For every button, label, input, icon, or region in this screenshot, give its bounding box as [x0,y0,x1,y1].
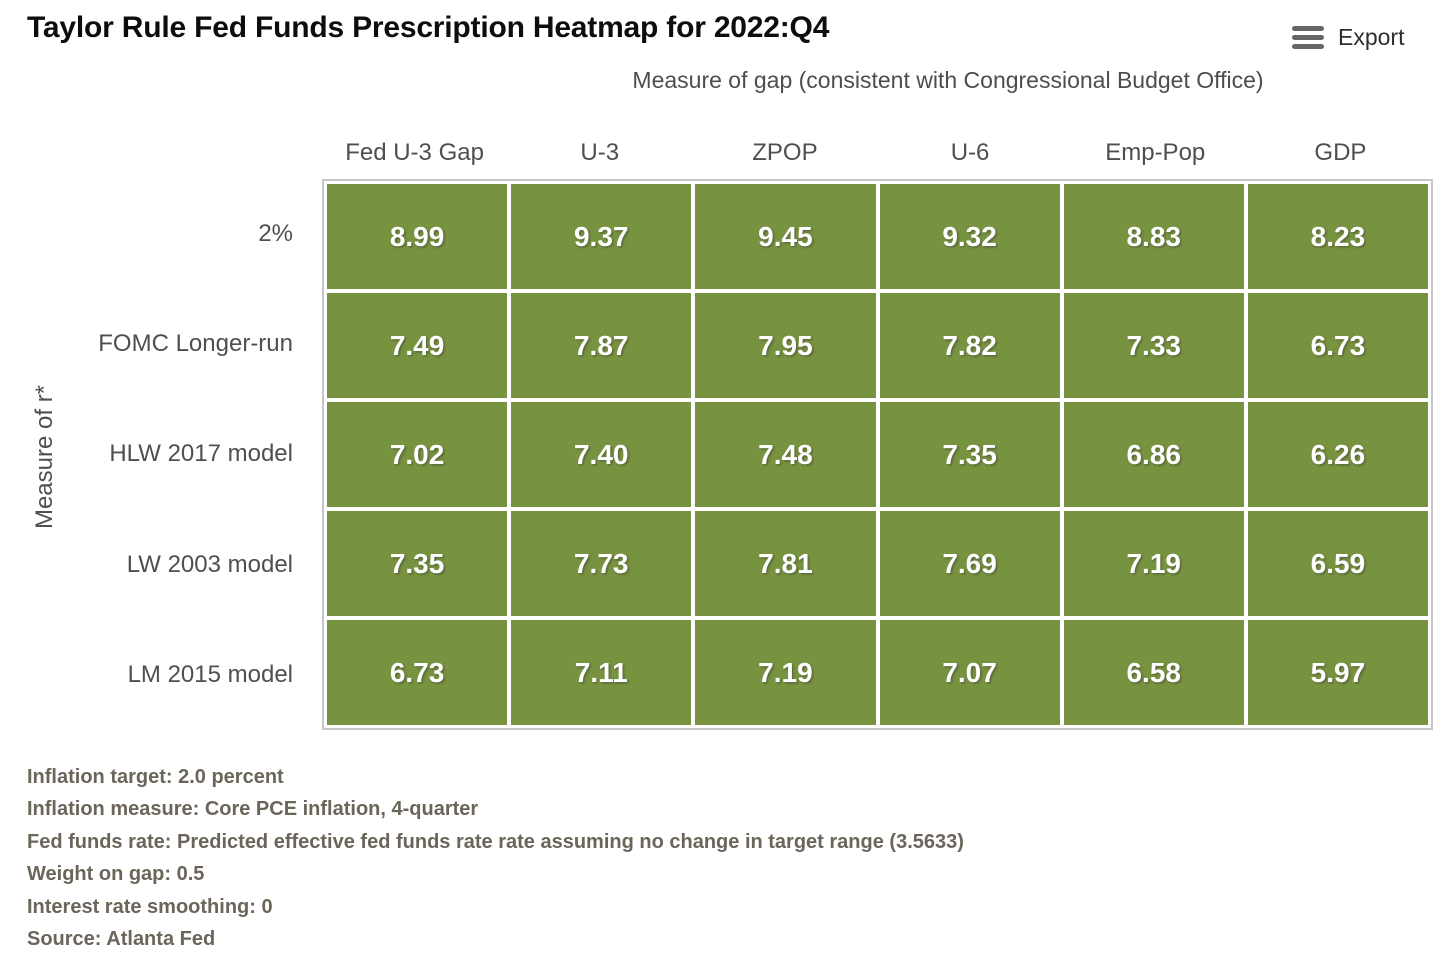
heatmap-cell[interactable]: 7.19 [695,620,876,725]
column-header: ZPOP [752,139,818,166]
heatmap-cell[interactable]: 6.86 [1063,402,1244,507]
footnote-fed-funds-rate: Fed funds rate: Predicted effective fed … [27,830,964,853]
row-label: FOMC Longer-run [98,330,293,358]
row-label: 2% [258,220,293,248]
heatmap-cell[interactable]: 5.97 [1247,620,1428,725]
column-header: GDP [1314,139,1367,166]
heatmap-cell[interactable]: 7.95 [695,293,876,398]
heatmap-cell[interactable]: 9.32 [879,184,1060,289]
heatmap-cell[interactable]: 9.37 [511,184,692,289]
footnote-weight-on-gap: Weight on gap: 0.5 [27,863,205,886]
heatmap-cell[interactable]: 6.58 [1063,620,1244,725]
heatmap-cell[interactable]: 7.35 [327,511,508,616]
heatmap-cell[interactable]: 7.49 [327,293,508,398]
heatmap-cell[interactable]: 9.45 [695,184,876,289]
heatmap-cell[interactable]: 7.35 [879,402,1060,507]
column-header: Emp-Pop [1105,139,1206,166]
heatmap-cell[interactable]: 7.81 [695,511,876,616]
footnote-inflation-measure: Inflation measure: Core PCE inflation, 4… [27,798,479,821]
row-label: HLW 2017 model [109,440,293,468]
column-header: U-3 [580,139,620,166]
heatmap-cell[interactable]: 7.19 [1063,511,1244,616]
heatmap-cell[interactable]: 6.73 [327,620,508,725]
footnote-interest-rate-smoothing: Interest rate smoothing: 0 [27,895,273,918]
heatmap-cell[interactable]: 7.69 [879,511,1060,616]
heatmap-cell[interactable]: 7.48 [695,402,876,507]
row-labels: 2% FOMC Longer-run HLW 2017 model LW 2003 m… [0,179,293,730]
y-axis-title: Measure of r* [31,384,58,530]
heatmap-cell[interactable]: 7.82 [879,293,1060,398]
x-axis-title: Measure of gap (consistent with Congress… [632,67,1264,93]
export-button[interactable]: Export [1292,24,1404,51]
export-button-label: Export [1338,24,1405,50]
heatmap-cell[interactable]: 8.83 [1063,184,1244,289]
footnote-source: Source: Atlanta Fed [27,928,216,951]
column-header: U-6 [950,139,990,166]
page-title: Taylor Rule Fed Funds Prescription Heatm… [27,11,830,44]
column-headers: Fed U-3 Gap U-3 ZPOP U-6 Emp-Pop GDP [322,132,1433,174]
heatmap-cell[interactable]: 7.87 [511,293,692,398]
heatmap-cell[interactable]: 7.40 [511,402,692,507]
heatmap-cell[interactable]: 7.33 [1063,293,1244,398]
heatmap-grid: 8.99 9.37 9.45 9.32 8.83 8.23 7.49 7.87 7.95 7.82… [322,179,1433,730]
heatmap-cell[interactable]: 6.59 [1247,511,1428,616]
footnote-inflation-target: Inflation target: 2.0 percent [27,766,284,788]
heatmap-cell[interactable]: 7.73 [511,511,692,616]
heatmap-cell[interactable]: 6.73 [1247,293,1428,398]
footnotes: Inflation target: 2.0 percent Inflation … [27,761,964,955]
heatmap-cell[interactable]: 7.07 [879,620,1060,725]
hamburger-menu-icon[interactable] [1292,24,1324,51]
heatmap-cell[interactable]: 8.23 [1247,184,1428,289]
heatmap-cell[interactable]: 7.11 [511,620,692,725]
heatmap-cell[interactable]: 7.02 [327,402,508,507]
column-header: Fed U-3 Gap [345,139,484,166]
row-label: LM 2015 model [127,660,293,688]
row-label: LW 2003 model [126,550,293,578]
heatmap-cell[interactable]: 6.26 [1247,402,1428,507]
heatmap-cell[interactable]: 8.99 [327,184,508,289]
